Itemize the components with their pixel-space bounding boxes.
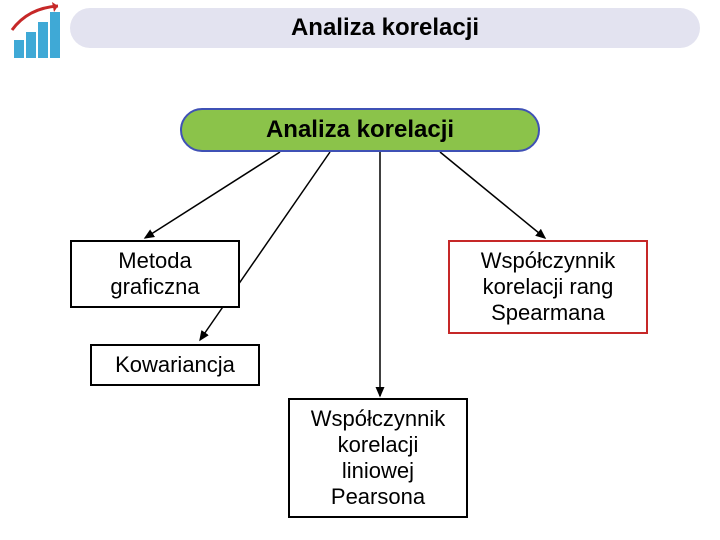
node-spearman: Współczynnikkorelacji rangSpearmana — [448, 240, 648, 334]
node-label-metoda: Metodagraficzna — [110, 248, 199, 300]
header-title: Analiza korelacji — [291, 14, 479, 42]
node-pearson: WspółczynnikkorelacjiliniowejPearsona — [288, 398, 468, 518]
header-bar: Analiza korelacji — [70, 8, 700, 48]
node-label-kowariancja: Kowariancja — [115, 352, 235, 378]
arrow-3 — [440, 152, 545, 238]
node-metoda: Metodagraficzna — [70, 240, 240, 308]
node-label-spearman: Współczynnikkorelacji rangSpearmana — [481, 248, 615, 326]
root-label: Analiza korelacji — [266, 116, 454, 144]
root-node: Analiza korelacji — [180, 108, 540, 152]
node-kowariancja: Kowariancja — [90, 344, 260, 386]
logo-chart-icon — [8, 0, 68, 60]
arrow-0 — [145, 152, 280, 238]
node-label-pearson: WspółczynnikkorelacjiliniowejPearsona — [311, 406, 445, 510]
